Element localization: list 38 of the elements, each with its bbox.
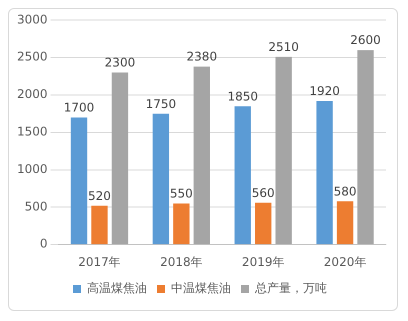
x-tick-label: 2020年 [324, 254, 366, 269]
data-label: 2510 [268, 40, 299, 54]
data-label: 1700 [64, 100, 94, 115]
legend-label: 高温煤焦油 [87, 281, 147, 296]
x-tick-label: 2018年 [160, 254, 203, 269]
data-label: 2300 [104, 56, 136, 70]
legend-label: 中温煤焦油 [171, 281, 231, 296]
y-tick-label: 0 [40, 236, 48, 251]
x-tick-label: 2017年 [78, 254, 121, 269]
bar [194, 66, 210, 244]
data-label: 550 [170, 186, 193, 201]
data-label: 520 [88, 188, 111, 203]
legend-label: 总产量，万吨 [254, 281, 327, 296]
bar [173, 203, 190, 244]
data-label: 560 [252, 186, 275, 200]
y-tick-label: 2500 [16, 50, 48, 64]
y-tick-label: 2000 [16, 87, 48, 102]
y-tick-label: 3000 [16, 12, 48, 26]
bar [70, 117, 88, 244]
data-label: 1850 [227, 89, 258, 104]
y-tick-label: 1000 [16, 162, 48, 176]
data-label: 2380 [186, 50, 218, 64]
x-tick-label: 2019年 [242, 254, 284, 269]
data-label: 580 [334, 184, 357, 198]
bar [336, 201, 354, 244]
bar [316, 100, 333, 244]
bar [275, 56, 292, 244]
data-label: 1750 [146, 96, 176, 111]
bar [357, 50, 374, 244]
bar [152, 114, 170, 244]
bar [112, 72, 128, 244]
data-label: 2600 [350, 33, 381, 48]
data-label: 1920 [309, 84, 340, 98]
bar [91, 206, 108, 244]
y-tick-label: 1500 [16, 124, 48, 139]
bar [255, 202, 272, 244]
y-tick-label: 500 [24, 199, 48, 214]
bar [234, 106, 251, 244]
